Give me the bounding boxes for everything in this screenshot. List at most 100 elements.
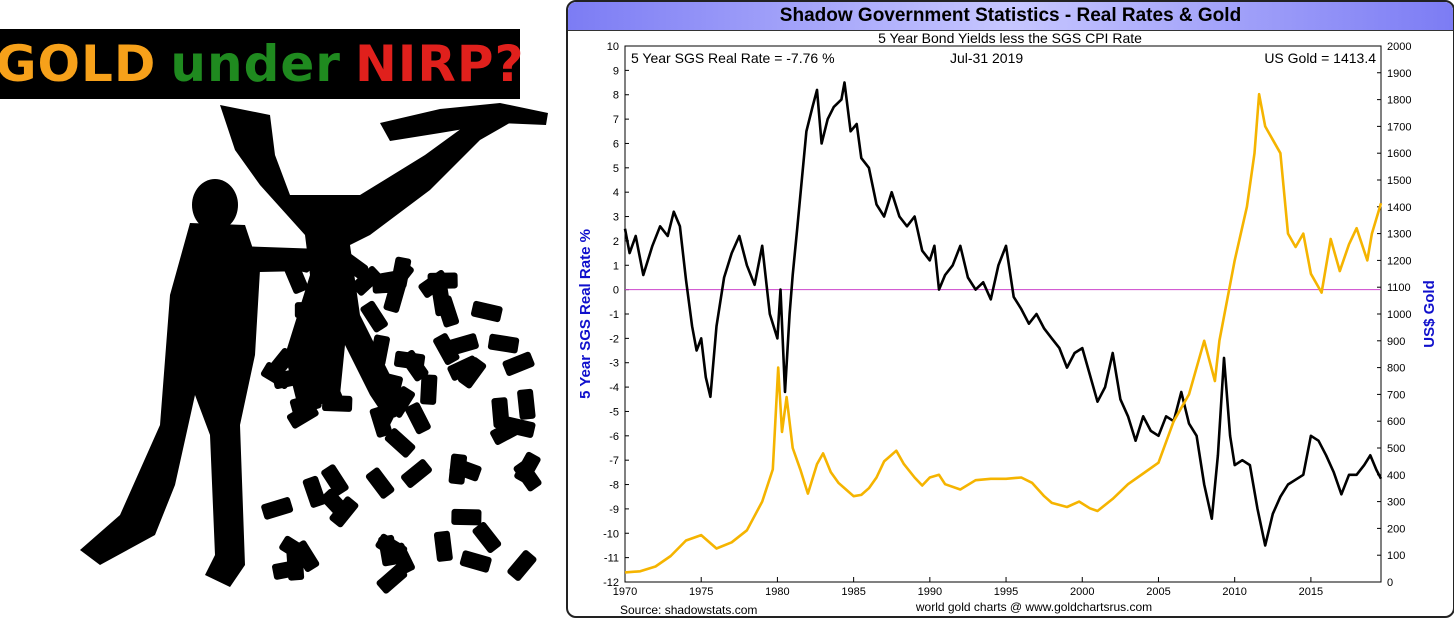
y-left-tick-label: -12 (603, 577, 619, 589)
chart-panel: Shadow Government Statistics - Real Rate… (566, 0, 1454, 618)
y-right-axis-label: US$ Gold (1421, 280, 1438, 348)
x-tick-label: 1985 (841, 586, 865, 598)
left-illustration-panel: GOLD under NIRP? (0, 0, 560, 617)
money-bill (401, 459, 432, 488)
money-bill (420, 374, 438, 405)
money-bill (418, 269, 450, 298)
money-bill (272, 368, 304, 390)
y-left-tick-label: -6 (609, 431, 619, 443)
y-left-tick-label: -3 (609, 358, 619, 370)
credit-text: world gold charts @ www.goldchartsrus.co… (915, 600, 1152, 614)
chart-title-bar: Shadow Government Statistics - Real Rate… (568, 2, 1453, 31)
money-bill (448, 453, 468, 485)
x-tick-label: 2005 (1146, 586, 1170, 598)
y-right-tick-label: 500 (1387, 443, 1405, 455)
y-left-tick-label: 4 (613, 187, 619, 199)
headline-banner: GOLD under NIRP? (0, 29, 524, 99)
money-bill (369, 334, 390, 367)
y-right-tick-label: 1900 (1387, 68, 1411, 80)
y-left-tick-label: 2 (613, 236, 619, 248)
x-tick-label: 1995 (994, 586, 1018, 598)
money-bill (487, 333, 520, 354)
source-text: Source: shadowstats.com (620, 603, 757, 616)
x-tick-label: 2000 (1070, 586, 1094, 598)
money-bill (283, 261, 309, 294)
money-bill (451, 508, 482, 526)
y-left-tick-label: -8 (609, 480, 619, 492)
y-left-tick-label: 10 (607, 41, 619, 53)
headline-word-gold: GOLD (0, 35, 157, 93)
money-bill (376, 564, 408, 594)
money-bill (294, 302, 325, 319)
y-left-axis-label: 5 Year SGS Real Rate % (577, 229, 594, 399)
y-right-tick-label: 100 (1387, 550, 1405, 562)
money-bill (502, 351, 535, 376)
y-left-tick-label: -7 (609, 455, 619, 467)
chart-title: Shadow Government Statistics - Real Rate… (779, 5, 1242, 26)
y-right-tick-label: 1100 (1387, 282, 1411, 294)
y-right-tick-label: 1300 (1387, 229, 1411, 241)
y-right-tick-label: 1500 (1387, 175, 1411, 187)
money-bill (292, 540, 320, 572)
money-bill (393, 350, 426, 371)
y-right-tick-label: 800 (1387, 363, 1405, 375)
money-bill (351, 266, 382, 296)
y-left-tick-label: 1 (613, 260, 619, 272)
money-bill (472, 521, 502, 554)
money-bill (383, 280, 406, 313)
money-bill (436, 295, 460, 328)
y-right-tick-label: 600 (1387, 416, 1405, 428)
y-left-tick-label: 5 (613, 163, 619, 175)
y-right-tick-label: 700 (1387, 389, 1405, 401)
businessman-kicking-money-illustration (80, 103, 548, 594)
money-bill (360, 300, 388, 333)
y-right-tick-label: 2000 (1387, 41, 1411, 53)
money-bill (459, 550, 492, 573)
y-left-tick-label: 9 (613, 65, 619, 77)
chart-subtitle: 5 Year Bond Yields less the SGS CPI Rate (878, 30, 1142, 46)
y-right-tick-label: 0 (1387, 577, 1393, 589)
y-right-tick-label: 200 (1387, 523, 1405, 535)
y-right-tick-label: 1000 (1387, 309, 1411, 321)
money-bill (302, 475, 327, 508)
y-left-tick-label: 6 (613, 138, 619, 150)
x-tick-label: 2010 (1222, 586, 1246, 598)
y-right-tick-label: 1400 (1387, 202, 1411, 214)
headline-word-under: under (170, 35, 341, 93)
annotation-date: Jul-31 2019 (950, 50, 1023, 66)
y-left-tick-label: 8 (613, 90, 619, 102)
gold-price-series-line (624, 92, 1383, 574)
money-bill (336, 250, 369, 279)
plot-area-frame (624, 45, 1382, 583)
x-tick-label: 1975 (689, 586, 713, 598)
money-bill (317, 370, 343, 403)
money-bill (507, 550, 537, 581)
annotation-real-rate: 5 Year SGS Real Rate = -7.76 % (631, 50, 835, 66)
real-rate-series-line (623, 81, 1383, 547)
x-tick-label: 2015 (1299, 586, 1323, 598)
money-bill (322, 338, 345, 371)
y-right-tick-label: 400 (1387, 470, 1405, 482)
x-tick-label: 1990 (918, 586, 942, 598)
money-bill (513, 460, 542, 492)
money-bill (433, 333, 460, 365)
y-right-tick-label: 1600 (1387, 148, 1411, 160)
y-left-tick-label: -4 (609, 382, 619, 394)
money-bill (378, 534, 399, 567)
y-left-tick-label: -11 (604, 553, 619, 565)
y-right-tick-label: 1700 (1387, 121, 1411, 133)
headline-word-nirp: NIRP? (354, 35, 525, 93)
money-bill (365, 467, 395, 499)
money-bill (261, 497, 294, 520)
money-bill (433, 530, 453, 562)
y-right-tick-label: 1200 (1387, 255, 1411, 267)
money-bill (447, 355, 480, 381)
y-left-tick-label: -2 (609, 333, 619, 345)
money-bill (491, 397, 510, 429)
money-bill (329, 496, 359, 528)
x-tick-label: 1970 (613, 586, 637, 598)
y-left-tick-label: -1 (609, 309, 619, 321)
money-bill (404, 402, 431, 435)
y-left-tick-label: 3 (613, 212, 619, 224)
money-bill (503, 416, 536, 438)
